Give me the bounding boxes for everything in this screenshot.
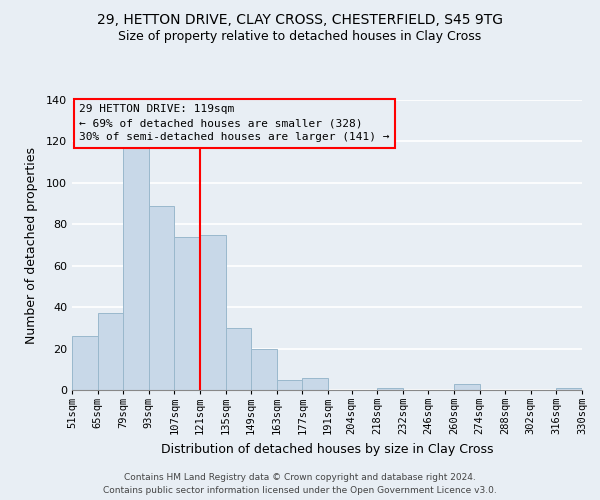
Y-axis label: Number of detached properties: Number of detached properties [25, 146, 38, 344]
Bar [72, 336, 98, 390]
Text: Contains HM Land Registry data © Crown copyright and database right 2024.: Contains HM Land Registry data © Crown c… [124, 472, 476, 482]
Bar [200, 234, 226, 390]
Bar [226, 328, 251, 390]
X-axis label: Distribution of detached houses by size in Clay Cross: Distribution of detached houses by size … [161, 443, 493, 456]
Bar [556, 388, 582, 390]
Bar [277, 380, 302, 390]
Bar [149, 206, 175, 390]
Text: 29 HETTON DRIVE: 119sqm
← 69% of detached houses are smaller (328)
30% of semi-d: 29 HETTON DRIVE: 119sqm ← 69% of detache… [79, 104, 390, 142]
Bar [377, 388, 403, 390]
Bar [302, 378, 328, 390]
Text: 29, HETTON DRIVE, CLAY CROSS, CHESTERFIELD, S45 9TG: 29, HETTON DRIVE, CLAY CROSS, CHESTERFIE… [97, 12, 503, 26]
Bar [175, 236, 200, 390]
Bar [98, 314, 123, 390]
Bar [454, 384, 479, 390]
Text: Size of property relative to detached houses in Clay Cross: Size of property relative to detached ho… [118, 30, 482, 43]
Bar [123, 146, 149, 390]
Text: Contains public sector information licensed under the Open Government Licence v3: Contains public sector information licen… [103, 486, 497, 495]
Bar [251, 348, 277, 390]
